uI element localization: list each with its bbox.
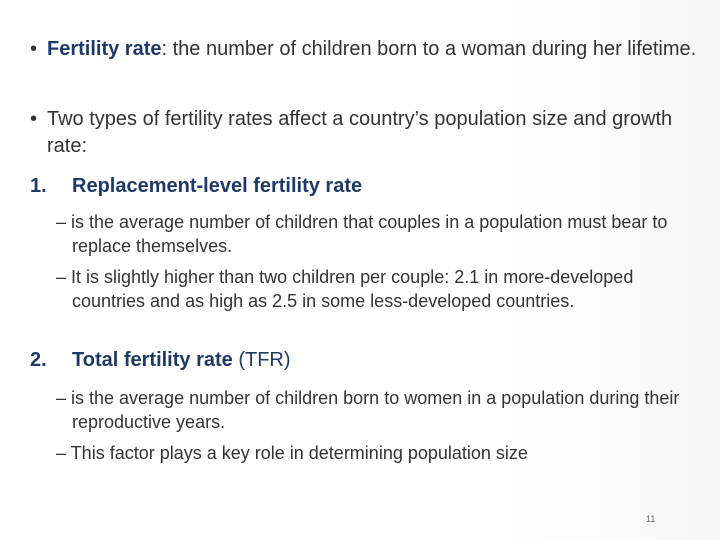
- term-fertility-rate: Fertility rate: [47, 38, 162, 60]
- item-replacement-level: 1. Replacement-level fertility rate: [30, 173, 362, 200]
- item-number: 1.: [30, 175, 47, 197]
- item-title-suffix: (TFR): [232, 349, 291, 371]
- bullet-marker: •: [30, 38, 38, 60]
- two-types-text: Two types of fertility rates affect a co…: [47, 108, 673, 157]
- fertility-rate-definition: : the number of children born to a woman…: [161, 38, 697, 60]
- bullet-two-types: • Two types of fertility rates affect a c…: [30, 106, 717, 160]
- bullet-marker: •: [30, 108, 38, 130]
- replacement-point-2: – It is slightly higher than two childre…: [56, 267, 634, 311]
- replacement-point-1: – is the average number of children that…: [56, 212, 668, 256]
- page-number: 11: [646, 514, 656, 524]
- item-title: Replacement-level fertility rate: [72, 175, 363, 197]
- tfr-point-1: – is the average number of children born…: [56, 388, 680, 432]
- item-title: Total fertility rate: [72, 349, 233, 371]
- item-number: 2.: [30, 349, 47, 371]
- item-total-fertility-rate: 2. Total fertility rate (TFR): [30, 347, 291, 374]
- tfr-point-2: – This factor plays a key role in determ…: [56, 443, 528, 463]
- bullet-fertility-rate: • Fertility rate: the number of children …: [30, 36, 717, 63]
